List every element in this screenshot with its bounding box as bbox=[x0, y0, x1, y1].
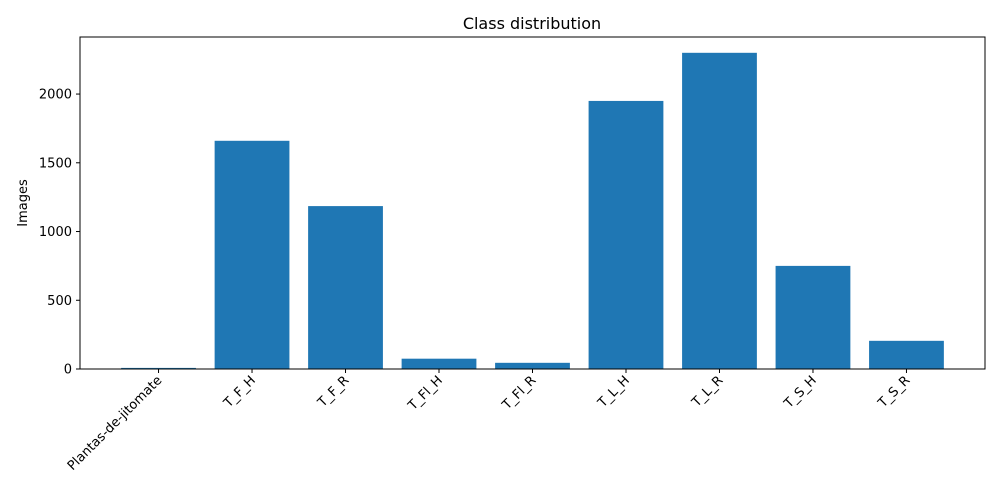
bar-t_fl_r bbox=[495, 362, 570, 369]
y-tick-label: 0 bbox=[64, 363, 72, 378]
x-tick-label: Plantas-de-jitomate bbox=[65, 373, 165, 473]
bar-t_l_r bbox=[682, 52, 757, 370]
y-tick-label: 1000 bbox=[39, 225, 72, 240]
bars-group bbox=[121, 52, 944, 370]
bar-t_s_h bbox=[775, 265, 851, 369]
x-axis: Plantas-de-jitomate T_F_H T_F_R T_Fl_H T_Fl_… bbox=[65, 369, 913, 474]
x-tick-label: T_Fl_R bbox=[499, 373, 539, 413]
plot-frame bbox=[79, 36, 986, 370]
y-tick-label: 500 bbox=[47, 294, 72, 309]
bar-t_l_h bbox=[588, 100, 664, 369]
x-tick-label: T_F_H bbox=[221, 373, 259, 411]
x-tick-label: T_L_H bbox=[595, 373, 633, 411]
chart-title: Class distribution bbox=[463, 14, 601, 33]
y-tick-label: 1500 bbox=[39, 156, 72, 171]
x-tick-label: T_S_H bbox=[781, 373, 820, 412]
x-tick-label: T_S_R bbox=[875, 373, 913, 411]
x-tick-label: T_Fl_H bbox=[405, 373, 446, 414]
y-tick-label: 2000 bbox=[39, 88, 72, 103]
x-tick-label: T_F_R bbox=[315, 373, 353, 411]
bar-t_f_r bbox=[308, 206, 383, 369]
y-axis-label: Images bbox=[16, 179, 31, 227]
y-axis: 0 500 1000 1500 2000 bbox=[39, 88, 80, 378]
bar-t_fl_h bbox=[401, 358, 477, 369]
bar-t_s_r bbox=[869, 340, 944, 369]
x-tick-label: T_L_R bbox=[689, 373, 727, 411]
bar-plantas-de-jitomate bbox=[121, 367, 196, 369]
bar-t_f_h bbox=[214, 140, 290, 369]
